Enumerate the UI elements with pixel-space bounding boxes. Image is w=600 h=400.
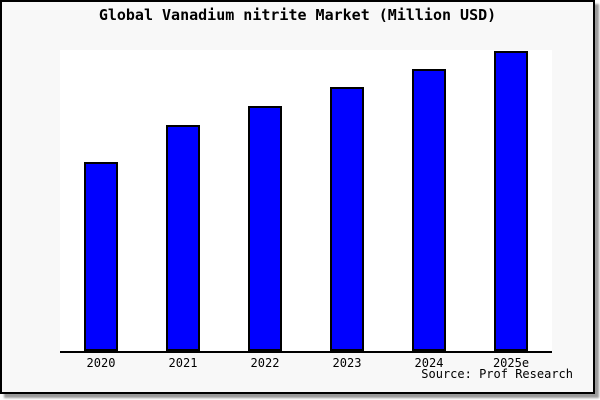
chart-frame: Global Vanadium nitrite Market (Million … — [0, 0, 595, 394]
bar-2020 — [84, 162, 118, 351]
plot-area — [60, 50, 552, 353]
bar-2023 — [330, 87, 364, 351]
x-axis-labels: 2020 2021 2022 2023 2024 2025e — [60, 356, 552, 370]
x-tick-label-2021: 2021 — [168, 356, 198, 370]
bar-slot — [224, 50, 306, 351]
source-attribution: Source: Prof Research — [421, 367, 573, 381]
x-tick-label-2020: 2020 — [86, 356, 116, 370]
bar-slot — [60, 50, 142, 351]
x-tick-label-2024: 2024 — [414, 356, 444, 370]
x-tick-label-2023: 2023 — [332, 356, 362, 370]
bar-slot — [470, 50, 552, 351]
x-tick-label-2022: 2022 — [250, 356, 280, 370]
bar-2022 — [248, 106, 282, 351]
x-tick-label-2025e: 2025e — [492, 356, 530, 370]
bar-2025e — [494, 51, 528, 351]
bar-2024 — [412, 69, 446, 351]
bar-slot — [142, 50, 224, 351]
bar-2021 — [166, 125, 200, 351]
bar-slot — [388, 50, 470, 351]
chart-title: Global Vanadium nitrite Market (Million … — [98, 6, 497, 24]
bar-slot — [306, 50, 388, 351]
